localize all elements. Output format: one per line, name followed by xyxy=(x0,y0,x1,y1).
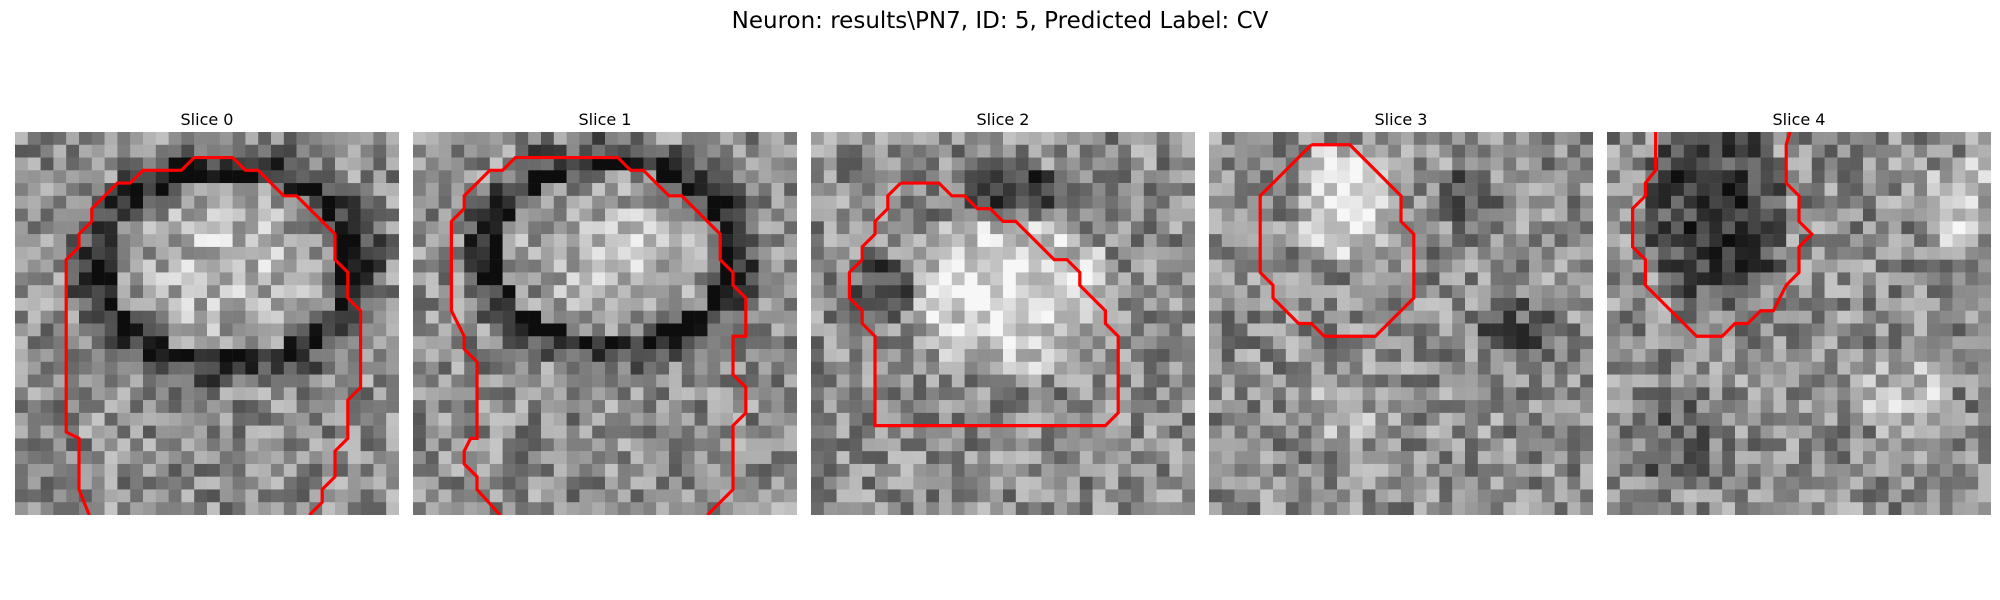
figure-title: Neuron: results\PN7, ID: 5, Predicted La… xyxy=(731,8,1269,34)
slice-panel-2: Slice 2 xyxy=(811,108,1195,515)
slice-image-3 xyxy=(1209,132,1593,515)
slice-panel-1: Slice 1 xyxy=(413,108,797,515)
segmentation-contour xyxy=(64,155,363,515)
slice-image-2 xyxy=(811,132,1195,515)
slice-title-3: Slice 3 xyxy=(1374,110,1428,129)
segmentation-contour xyxy=(847,181,1120,428)
segmentation-contour xyxy=(1631,132,1815,338)
slice-title-4: Slice 4 xyxy=(1772,110,1826,129)
slice-title-2: Slice 2 xyxy=(976,110,1030,129)
slice-image-4 xyxy=(1607,132,1991,515)
slice-image-1 xyxy=(413,132,797,515)
slice-panel-0: Slice 0 xyxy=(15,108,399,515)
slice-title-0: Slice 0 xyxy=(180,110,234,129)
slice-title-1: Slice 1 xyxy=(578,110,632,129)
slice-image-0 xyxy=(15,132,399,515)
segmentation-contour xyxy=(449,155,748,515)
slice-panel-3: Slice 3 xyxy=(1209,108,1593,515)
slice-panel-4: Slice 4 xyxy=(1607,108,1991,515)
segmentation-contour xyxy=(1258,143,1416,338)
